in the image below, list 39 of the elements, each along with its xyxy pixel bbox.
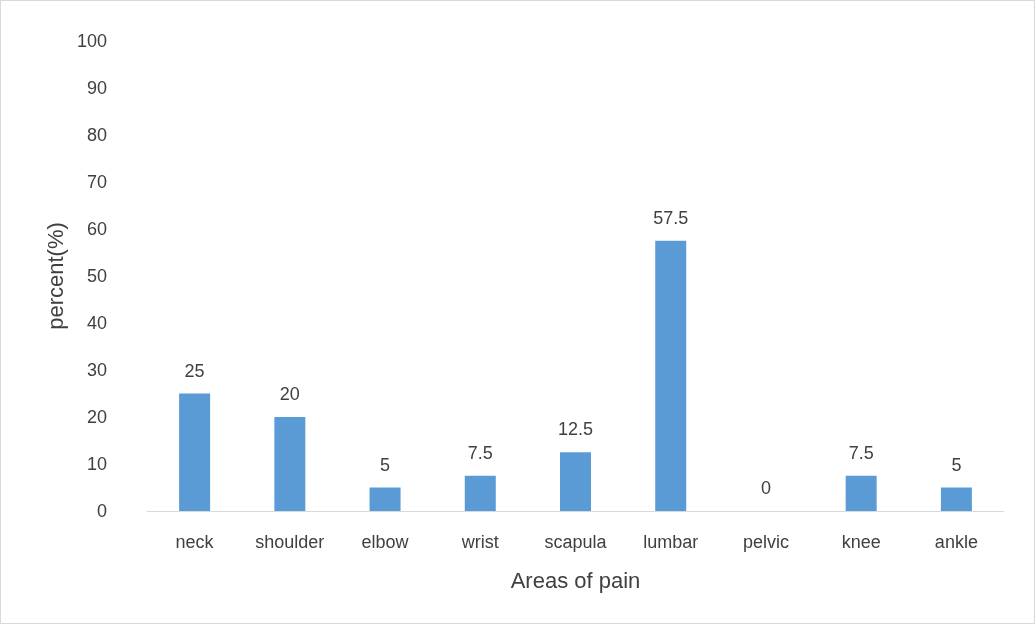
data-label: 5	[951, 454, 962, 475]
bar	[369, 487, 401, 511]
data-label: 5	[380, 454, 391, 475]
data-label: 25	[184, 360, 205, 381]
bar	[940, 487, 972, 511]
y-axis-title: percent(%)	[42, 222, 68, 330]
y-tick-label: 50	[86, 266, 107, 286]
y-tick-label: 100	[76, 31, 107, 51]
bar	[274, 417, 306, 511]
y-tick-label: 40	[86, 313, 107, 333]
y-tick-label: 10	[86, 454, 107, 474]
bar	[179, 393, 211, 511]
bar	[560, 452, 591, 511]
data-label: 20	[279, 384, 300, 404]
x-axis-title: Areas of pain	[510, 567, 641, 593]
y-tick-label: 90	[86, 78, 107, 98]
data-label: 7.5	[848, 442, 874, 463]
bar	[845, 475, 877, 511]
data-label: 0	[760, 478, 771, 498]
x-tick-label: shoulder	[255, 532, 325, 552]
x-tick-label: ankle	[934, 532, 978, 552]
bar	[655, 240, 687, 511]
x-tick-label: knee	[841, 532, 881, 552]
x-tick-label: neck	[175, 532, 215, 552]
x-tick-label: elbow	[361, 532, 410, 552]
bar	[464, 475, 496, 511]
y-tick-label: 60	[86, 219, 107, 239]
y-tick-label: 20	[86, 407, 107, 427]
x-tick-label: wrist	[460, 532, 499, 552]
x-tick-label: scapula	[544, 532, 608, 552]
x-tick-label: pelvic	[742, 532, 789, 552]
y-tick-label: 0	[96, 501, 107, 521]
x-tick-label: lumbar	[643, 532, 699, 552]
y-tick-label: 70	[86, 172, 107, 192]
data-label: 7.5	[467, 442, 493, 463]
y-tick-label: 80	[86, 125, 107, 145]
data-label: 57.5	[653, 207, 689, 228]
y-tick-label: 30	[86, 360, 107, 380]
data-label: 12.5	[557, 419, 594, 440]
